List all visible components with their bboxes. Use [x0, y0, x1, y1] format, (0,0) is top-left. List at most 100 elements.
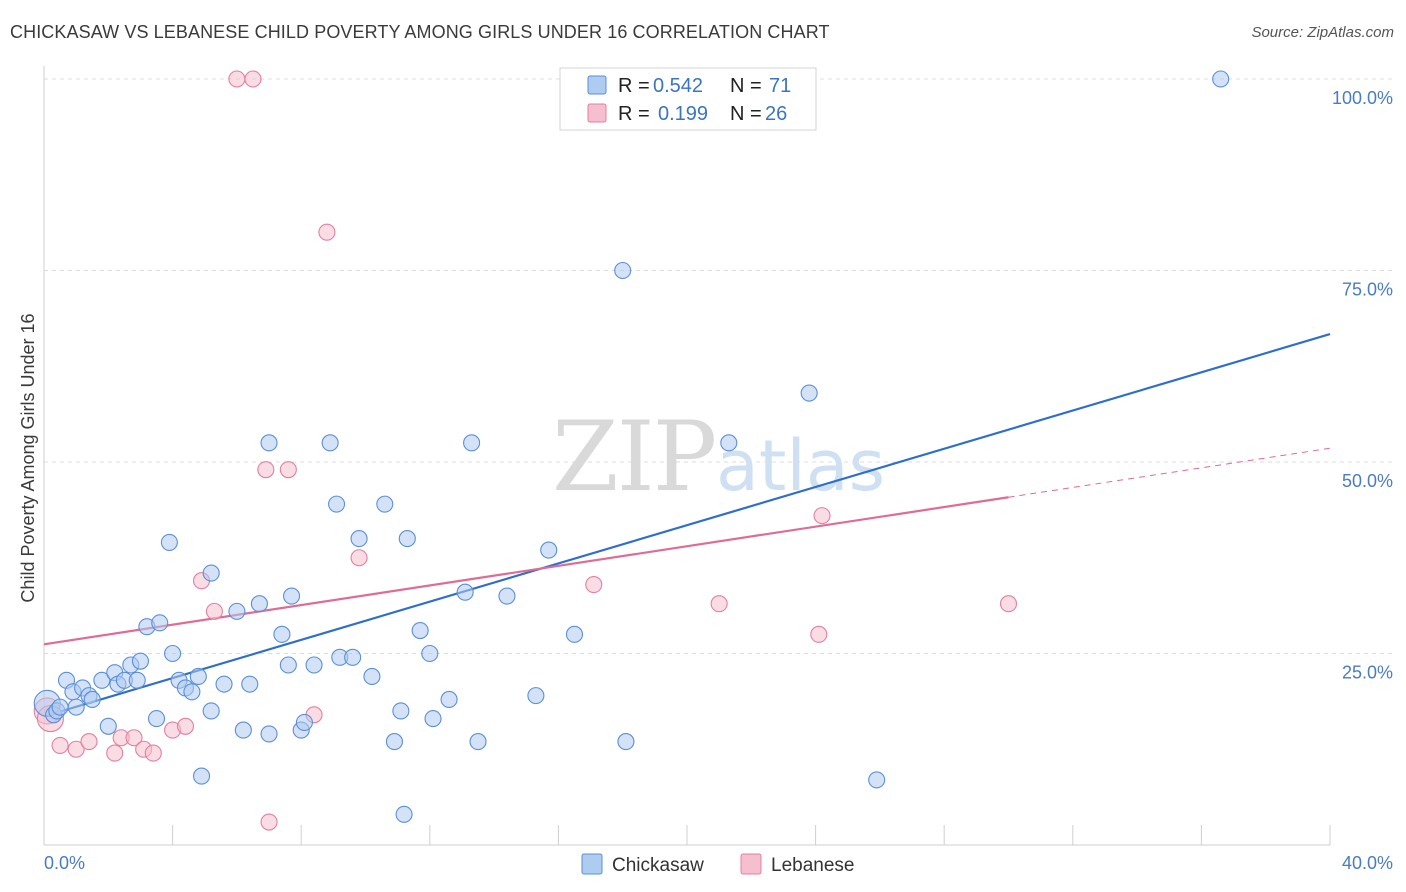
point-chickasaw-48 — [376, 495, 394, 513]
data-points — [33, 70, 1230, 831]
point-chickasaw-52 — [398, 530, 416, 548]
point-lebanese-25 — [813, 507, 831, 525]
point-lebanese-3 — [67, 740, 85, 758]
point-chickasaw-50 — [392, 702, 410, 720]
point-lebanese-17 — [260, 813, 278, 831]
trendline-lebanese — [43, 496, 1009, 646]
point-chickasaw-45 — [344, 648, 362, 666]
point-lebanese-9 — [144, 744, 162, 762]
point-chickasaw-9 — [93, 671, 111, 689]
point-chickasaw-69 — [1212, 70, 1230, 88]
point-lebanese-16 — [257, 461, 275, 479]
point-chickasaw-42 — [321, 434, 339, 452]
point-chickasaw-38 — [283, 587, 301, 605]
trendline-chickasaw — [43, 333, 1331, 718]
point-chickasaw-55 — [424, 710, 442, 728]
legend-r-value-lebanese: 0.199 — [658, 103, 708, 125]
point-lebanese-26 — [999, 595, 1018, 613]
stats-legend: R = 0.542 N = 71 R = 0.199 N = 26 — [559, 67, 817, 131]
point-lebanese-4 — [80, 733, 98, 751]
point-chickasaw-46 — [350, 530, 368, 548]
point-chickasaw-63 — [565, 625, 584, 643]
point-chickasaw-18 — [147, 710, 166, 728]
point-chickasaw-47 — [363, 667, 381, 686]
legend-n-value-chickasaw: 71 — [769, 75, 791, 97]
point-lebanese-21 — [350, 549, 368, 567]
legend-n-label-chickasaw: N = — [730, 75, 762, 97]
chart-title: CHICKASAW VS LEBANESE CHILD POVERTY AMON… — [10, 22, 830, 42]
point-chickasaw-25 — [189, 667, 207, 686]
legend-swatch-chickasaw — [587, 75, 607, 95]
point-lebanese-22 — [585, 576, 603, 594]
point-chickasaw-62 — [540, 541, 558, 559]
point-chickasaw-70 — [51, 698, 69, 716]
point-chickasaw-21 — [164, 644, 182, 663]
point-chickasaw-5 — [67, 698, 85, 716]
point-chickasaw-37 — [279, 656, 297, 674]
point-lebanese-11 — [176, 717, 195, 735]
watermark-atlas: atlas — [716, 425, 885, 507]
point-lebanese-14 — [228, 70, 246, 88]
point-chickasaw-19 — [151, 614, 169, 632]
point-chickasaw-57 — [456, 583, 474, 601]
x-tick-label-min: 0.0% — [44, 853, 85, 873]
point-chickasaw-36 — [273, 625, 291, 643]
point-chickasaw-64 — [614, 261, 632, 280]
point-chickasaw-58 — [463, 434, 481, 452]
bottom-legend-label-chickasaw: Chickasaw — [612, 855, 704, 876]
point-lebanese-23 — [710, 595, 728, 613]
point-chickasaw-67 — [800, 384, 818, 402]
point-chickasaw-68 — [868, 771, 886, 789]
axes — [43, 66, 1331, 846]
legend-n-value-lebanese: 26 — [765, 103, 787, 125]
y-tick-label-75: 75.0% — [1342, 280, 1393, 300]
point-chickasaw-24 — [183, 683, 201, 701]
point-chickasaw-34 — [260, 725, 278, 743]
y-tick-labels: 25.0% 50.0% 75.0% 100.0% — [1332, 88, 1393, 683]
watermark-zip: ZIP — [552, 401, 715, 513]
point-chickasaw-59 — [469, 733, 487, 751]
point-chickasaw-35 — [260, 434, 278, 452]
grid-lines — [44, 78, 1392, 654]
point-chickasaw-32 — [241, 675, 259, 693]
y-axis-label: Child Poverty Among Girls Under 16 — [18, 313, 38, 602]
y-tick-label-50: 50.0% — [1342, 471, 1393, 491]
y-tick-label-100: 100.0% — [1332, 88, 1393, 108]
point-chickasaw-61 — [527, 687, 545, 705]
point-chickasaw-54 — [421, 644, 439, 663]
point-chickasaw-15 — [128, 671, 146, 689]
legend-n-label-lebanese: N = — [730, 103, 762, 125]
point-chickasaw-60 — [498, 587, 516, 605]
bottom-legend-swatch-chickasaw — [581, 853, 603, 875]
x-tick-label-max: 40.0% — [1342, 853, 1393, 873]
point-chickasaw-53 — [411, 621, 429, 640]
point-chickasaw-66 — [720, 434, 738, 452]
point-chickasaw-33 — [250, 595, 268, 613]
chart-source: Source: ZipAtlas.com — [1251, 24, 1394, 41]
point-lebanese-13 — [205, 602, 223, 620]
trend-lines — [43, 333, 1331, 718]
point-chickasaw-10 — [99, 717, 117, 735]
point-chickasaw-49 — [385, 733, 403, 751]
point-lebanese-20 — [318, 223, 336, 241]
point-chickasaw-26 — [192, 767, 211, 785]
legend-r-label-lebanese: R = — [618, 103, 650, 125]
point-chickasaw-40 — [295, 713, 313, 731]
series-legend: Chickasaw Lebanese — [581, 853, 854, 876]
point-chickasaw-28 — [202, 702, 220, 720]
legend-swatch-lebanese — [587, 103, 607, 123]
point-chickasaw-51 — [395, 805, 413, 823]
point-chickasaw-8 — [83, 690, 101, 709]
bottom-legend-swatch-lebanese — [740, 853, 762, 875]
point-lebanese-24 — [810, 625, 828, 643]
point-chickasaw-31 — [234, 721, 252, 739]
legend-r-label-chickasaw: R = — [618, 75, 650, 97]
point-chickasaw-65 — [617, 733, 635, 751]
legend-r-value-chickasaw: 0.542 — [653, 75, 703, 97]
point-lebanese-2 — [51, 736, 69, 754]
point-chickasaw-29 — [215, 675, 233, 693]
point-chickasaw-30 — [228, 602, 246, 620]
point-chickasaw-41 — [305, 656, 323, 674]
point-lebanese-15 — [244, 70, 262, 88]
